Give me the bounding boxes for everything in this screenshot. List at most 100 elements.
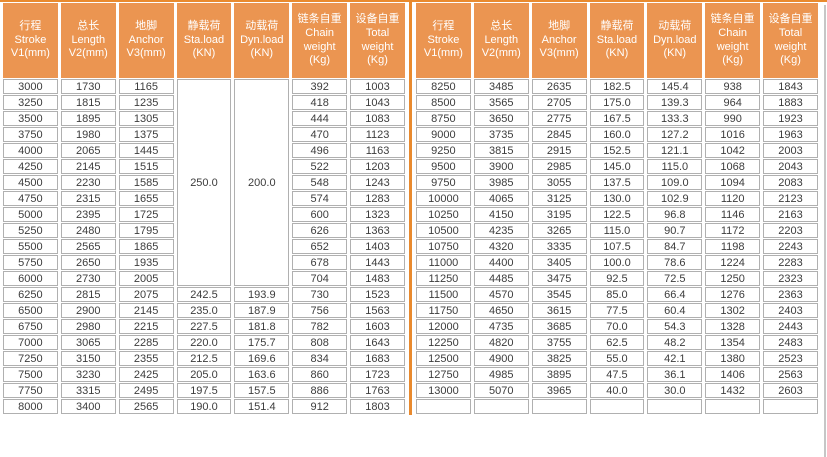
table-cell: 55.0 [589,351,645,366]
table-row: 5250 2480 1795 626 1363 [3,223,405,238]
table-cell [416,399,471,414]
table-row: 8750 3650 2775 167.5 133.3 990 1923 [416,111,818,126]
table-cell [705,399,761,414]
table-cell: 12750 [416,367,471,382]
table-cell: 10500 [416,223,471,238]
table-row: 4250 2145 1515 522 1203 [3,159,405,174]
table-cell: 7000 [3,335,58,350]
header-line: (Kg) [309,54,331,67]
table-cell: 1603 [350,319,405,334]
table-cell: 40.0 [589,383,645,398]
table-cell: 3815 [473,143,529,158]
table-cell: 1585 [118,175,174,190]
table-cell: 3565 [473,95,529,110]
table-cell: 2705 [531,95,587,110]
table-cell: 4500 [3,175,58,190]
table-cell: 4650 [473,303,529,318]
table-cell: 4150 [473,207,529,222]
table-row: 8500 3565 2705 175.0 139.3 964 1883 [416,95,818,110]
table-cell: 242.5 [176,287,232,302]
table-cell: 1363 [350,223,405,238]
table-row: 9250 3815 2915 152.5 121.1 1042 2003 [416,143,818,158]
table-cell: 1865 [118,239,174,254]
table-cell: 730 [292,287,348,302]
table-cell: 4900 [473,351,529,366]
table-cell: 1198 [705,239,761,254]
table-cell: 205.0 [176,367,232,382]
table-cell: 1003 [350,79,405,94]
merged-cell: 250.0 [176,79,232,286]
table-cell: 3250 [3,95,58,110]
table-cell: 13000 [416,383,471,398]
table-cell: 2523 [763,351,818,366]
header-line: Chain [305,26,335,39]
table-cell: 1250 [705,271,761,286]
table-cell: 193.9 [234,287,290,302]
column-header: 静载荷 Sta.load (KN) [176,3,232,78]
table-cell: 3615 [531,303,587,318]
table-cell: 77.5 [589,303,645,318]
table-cell: 3400 [60,399,116,414]
table-cell: 600 [292,207,348,222]
table-cell: 2985 [531,159,587,174]
table-cell: 60.4 [647,303,703,318]
table-row: 4500 2230 1585 548 1243 [3,175,405,190]
table-cell: 4250 [3,159,58,174]
table-cell: 197.5 [176,383,232,398]
table-cell: 187.9 [234,303,290,318]
table-cell [589,399,645,414]
table-cell: 92.5 [589,271,645,286]
table-cell: 2403 [763,303,818,318]
table-cell: 167.5 [589,111,645,126]
table-cell: 2243 [763,239,818,254]
table-cell: 151.4 [234,399,290,414]
table-cell: 2285 [118,335,174,350]
table-cell: 212.5 [176,351,232,366]
table-cell: 1655 [118,191,174,206]
table-cell: 2163 [763,207,818,222]
header-line: (KN) [192,47,216,60]
table-cell: 4735 [473,319,529,334]
table-cell: 2495 [118,383,174,398]
table-cell: 3065 [60,335,116,350]
table-cell: 1403 [350,239,405,254]
table-cell: 2775 [531,111,587,126]
table-cell: 157.5 [234,383,290,398]
table-cell: 1243 [350,175,405,190]
column-header: 行程 Stroke V1(mm) [416,3,471,78]
header-line: 动载荷 [658,19,692,32]
table-cell: 2980 [60,319,116,334]
table-cell: 2650 [60,255,116,270]
table-cell: 139.3 [647,95,703,110]
table-cell: 1843 [763,79,818,94]
header-line: V2(mm) [481,47,521,60]
table-row: 11250 4485 3475 92.5 72.5 1250 2323 [416,271,818,286]
table-row: 3250 1815 1235 418 1043 [3,95,405,110]
table-cell: 115.0 [647,159,703,174]
header-line: Total [365,26,390,39]
table-body: 8250 3485 2635 182.5 145.4 938 1843 8500 3565 270… [416,79,818,414]
table-cell: 182.5 [589,79,645,94]
table-cell: 2355 [118,351,174,366]
header-line: (Kg) [367,54,388,67]
table-cell: 107.5 [589,239,645,254]
table-cell [763,399,818,414]
header-line: 动载荷 [245,19,279,32]
table-cell: 2065 [60,143,116,158]
header-line: V1(mm) [10,47,50,60]
table-row: 10250 4150 3195 122.5 96.8 1146 2163 [416,207,818,222]
table-cell: 1883 [763,95,818,110]
table-cell: 102.9 [647,191,703,206]
table-cell: 2603 [763,383,818,398]
table-row: 4750 2315 1655 574 1283 [3,191,405,206]
table-cell: 160.0 [589,127,645,142]
table-cell: 2845 [531,127,587,142]
header-line: 地脚 [548,19,571,32]
column-header: 动载荷 Dyn.load (KN) [234,3,290,78]
table-cell: 133.3 [647,111,703,126]
header-line: 设备自重 [355,13,400,25]
table-cell: 5750 [3,255,58,270]
header-line: Total [778,26,803,39]
header-line: Anchor [541,33,577,46]
table-cell: 1643 [350,335,405,350]
